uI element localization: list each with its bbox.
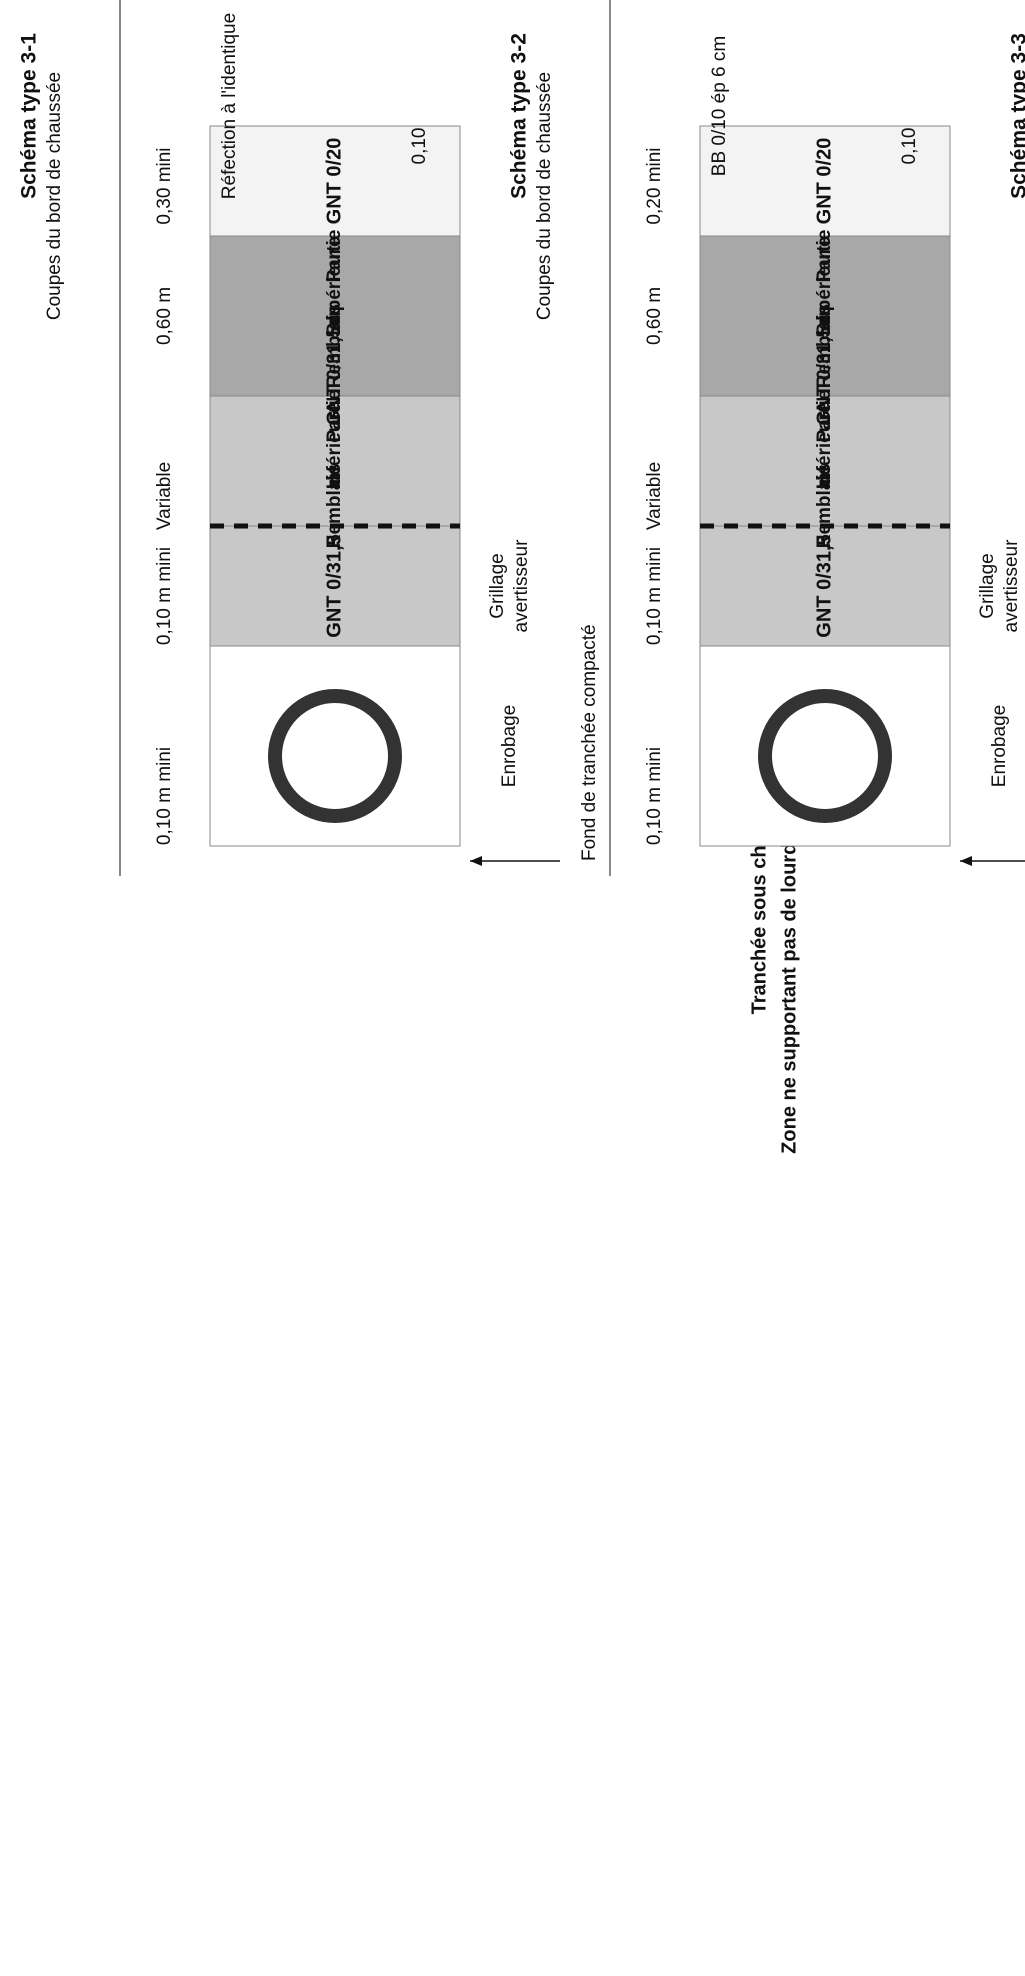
schema-panel: Schéma type 3-2 Coupes du bord de chaussé… <box>508 0 1022 876</box>
layer-enrobage <box>209 645 461 847</box>
dim-label: Variable <box>644 462 665 530</box>
enrobage-label: Enrobage <box>499 705 520 787</box>
grillage-label-line: avertisseur <box>1001 539 1022 633</box>
schema-title: Schéma type 3-1 <box>18 33 41 199</box>
enrobage-label: Enrobage <box>989 705 1010 787</box>
dim-label: 0,10 m mini <box>154 547 175 645</box>
pipe-circle <box>268 689 402 823</box>
surface-label: BB 0/10 ép 6 cm <box>709 36 730 176</box>
layer-label: GNT 0/31,5 <box>814 326 835 425</box>
layer-label: Partie <box>814 390 835 443</box>
schema-panel: Schéma type 3-1 Coupes du bord de chaussé… <box>18 0 800 1154</box>
schema-subtitle: Coupes du bord de chaussée <box>44 72 65 320</box>
dim-label: 0,10 m mini <box>644 547 665 645</box>
layer-label: GNT 0/31,5 <box>324 326 345 425</box>
layer-label: Partie <box>324 230 345 283</box>
layer-label: Inférieure <box>324 403 345 490</box>
layer-label: Remblais <box>814 464 835 548</box>
fond-arrow-head <box>470 856 482 866</box>
grillage-label-line: avertisseur <box>511 539 532 633</box>
layer-label: de <box>814 305 835 327</box>
layer-label: de <box>814 465 835 487</box>
offset-label: 0,10 <box>899 128 920 165</box>
layer-label: Partie <box>324 390 345 443</box>
layer-label: GNT 0/31,5 <box>813 534 835 637</box>
pipe-circle <box>758 689 892 823</box>
fond-label: Fond de tranchée compacté <box>579 624 600 861</box>
offset-label: 0,10 <box>409 128 430 165</box>
layer-enrobage <box>699 645 951 847</box>
layer-label: Remblais <box>324 304 345 388</box>
dim-label: 0,10 m mini <box>644 747 665 845</box>
schema-title: Schéma type 3-3 <box>1008 33 1025 199</box>
schema-subtitle: Coupes du bord de chaussée <box>534 72 555 320</box>
dim-label: 0,60 m <box>154 287 175 345</box>
layer-label: Remblais <box>324 464 345 548</box>
fond-arrow-head <box>960 856 972 866</box>
grillage-label-line: Grillage <box>977 553 998 618</box>
layer-label: Supérieure <box>324 236 345 335</box>
layer-label: Remblais <box>814 304 835 388</box>
layer-label: Supérieure <box>814 236 835 335</box>
grillage-label-line: Grillage <box>487 553 508 618</box>
layer-label: Partie <box>814 230 835 283</box>
dim-label: Variable <box>154 462 175 530</box>
dim-label: 0,60 m <box>644 287 665 345</box>
schema-title: Schéma type 3-2 <box>508 33 531 199</box>
layer-label: GNT 0/31,5 <box>323 534 345 637</box>
schema-panel: Schéma type 3-3GNT 0/20PartieSupérieured… <box>1008 33 1025 199</box>
dim-label: 0,30 mini <box>154 147 175 224</box>
dim-label: 0,20 mini <box>644 147 665 224</box>
dim-label: 0,10 m mini <box>154 747 175 845</box>
layer-label: GNT 0/20 <box>813 138 835 225</box>
surface-label: Réfection à l'identique <box>219 13 240 199</box>
layer-label: GNT 0/20 <box>323 138 345 225</box>
layer-label: Inférieure <box>814 403 835 490</box>
layer-label: de <box>324 305 345 327</box>
layer-label: de <box>324 465 345 487</box>
